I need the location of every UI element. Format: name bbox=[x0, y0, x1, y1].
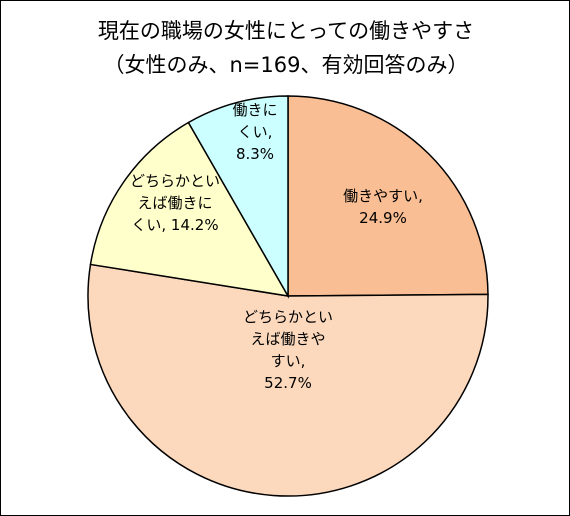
slice-label-3-line-2: えば働きに bbox=[137, 194, 212, 212]
slice-label-2-line-4: 52.7% bbox=[264, 374, 312, 392]
slice-label-4-line-1: 働きに bbox=[232, 101, 277, 119]
slice-label-3: どちらかといえば働きにくい, 14.2% bbox=[130, 172, 220, 234]
slice-label-4-line-2: くい, bbox=[238, 123, 273, 141]
slice-label-4-line-3: 8.3% bbox=[236, 145, 274, 163]
chart-title-line-1: 現在の職場の女性にとっての働きやすさ bbox=[97, 19, 475, 43]
slice-label-2: どちらかといえば働きやすい, 52.7% bbox=[243, 308, 333, 392]
slice-label-1: 働きやすい, 24.9% bbox=[343, 187, 423, 227]
chart-title-line-2: （女性のみ、n=169、有効回答のみ） bbox=[103, 53, 469, 77]
slice-label-3-line-3: くい, 14.2% bbox=[131, 216, 218, 234]
pie-slice-1 bbox=[287, 95, 489, 297]
pie-slice-4 bbox=[187, 95, 289, 299]
slice-label-3-line-1: どちらかとい bbox=[130, 172, 220, 190]
pie-slice-2 bbox=[87, 263, 489, 497]
slice-label-1-line-1: 働きやすい, bbox=[343, 187, 423, 205]
slice-label-1-line-2: 24.9% bbox=[359, 209, 407, 227]
slice-label-4: 働きにくい, 8.3% bbox=[232, 101, 277, 163]
slice-label-2-line-3: すい, bbox=[271, 352, 306, 370]
slice-label-2-line-2: えば働きや bbox=[250, 330, 325, 348]
slice-label-2-line-1: どちらかとい bbox=[243, 308, 333, 326]
pie-slice-3 bbox=[89, 121, 290, 297]
